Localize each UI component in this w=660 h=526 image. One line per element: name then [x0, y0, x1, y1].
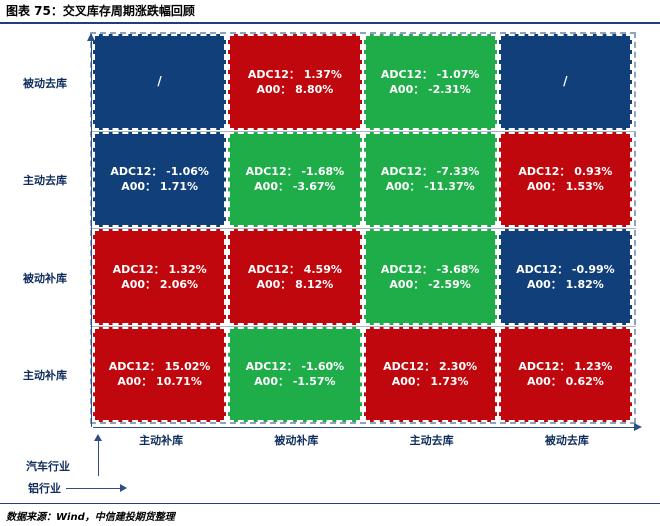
cell-a00-value: A00： 8.12%: [256, 277, 334, 291]
heatmap-cell: ADC12： 1.37% A00： 8.80%: [228, 34, 362, 130]
heatmap-cell: ADC12： 1.23% A00： 0.62%: [498, 326, 632, 422]
cell-a00-value: A00： -1.57%: [254, 375, 336, 389]
cell-adc12-value: ADC12： 0.93%: [518, 165, 613, 179]
cell-a00-value: A00： 1.53%: [526, 180, 604, 194]
heatmap-cell: /: [93, 34, 227, 130]
heatmap-cell: ADC12： 2.30% A00： 1.73%: [363, 326, 497, 422]
cell-a00-value: A00： 10.71%: [117, 375, 202, 389]
cell-a00-value: A00： -2.31%: [389, 82, 471, 96]
column-label: 被动补库: [274, 434, 319, 447]
cell-adc12-value: ADC12： 15.02%: [108, 360, 211, 374]
x-axis-line: [93, 427, 638, 428]
heatmap-cell: ADC12： 15.02% A00： 10.71%: [93, 326, 227, 422]
heatmap-cell: /: [498, 34, 632, 130]
heatmap-cell: ADC12： -1.07% A00： -2.31%: [363, 34, 497, 130]
y-axis-line: [91, 40, 92, 427]
cell-adc12-value: ADC12： -1.07%: [380, 67, 480, 81]
heatmap-cell: ADC12： -1.68% A00： -3.67%: [228, 131, 362, 227]
row-separator-line: [90, 325, 636, 327]
title-bar: 图表 75：交叉库存周期涨跌幅回顾: [0, 0, 660, 24]
legend-x-line: [66, 488, 121, 489]
row-separator-line: [90, 130, 636, 132]
cell-empty-mark: /: [563, 74, 568, 89]
cell-adc12-value: ADC12： -1.68%: [245, 165, 345, 179]
cell-a00-value: A00： 1.82%: [526, 277, 604, 291]
cell-a00-value: A00： -3.67%: [254, 180, 336, 194]
heatmap-cell: ADC12： -3.68% A00： -2.59%: [363, 229, 497, 325]
cell-adc12-value: ADC12： -7.33%: [380, 165, 480, 179]
heatmap-cell: ADC12： 1.32% A00： 2.06%: [93, 229, 227, 325]
cell-adc12-value: ADC12： -1.60%: [245, 360, 345, 374]
row-label: 被动去库: [23, 76, 67, 90]
cell-adc12-value: ADC12： -0.99%: [516, 262, 615, 276]
heatmap-grid: / ADC12： 1.37% A00： 8.80% ADC12： -1.07% A00：…: [93, 34, 634, 424]
source-note: 数据来源：Wind，中信建投期货整理: [6, 512, 175, 523]
column-label: 被动去库: [544, 434, 589, 447]
cell-adc12-value: ADC12： 2.30%: [383, 360, 478, 374]
heatmap-cell: ADC12： 0.93% A00： 1.53%: [498, 131, 632, 227]
row-separator-line: [90, 228, 636, 229]
cell-adc12-value: ADC12： 1.32%: [112, 262, 207, 276]
column-label: 主动去库: [409, 434, 454, 447]
x-axis-arrow-icon: [634, 423, 642, 431]
cell-adc12-value: ADC12： -1.06%: [110, 165, 209, 179]
heatmap-cell: ADC12： -7.33% A00： -11.37%: [363, 131, 497, 227]
cell-empty-mark: /: [157, 74, 162, 89]
row-label: 主动去库: [23, 174, 67, 188]
heatmap-cell: ADC12： 4.59% A00： 8.12%: [228, 229, 362, 325]
y-axis-name: 汽车行业: [26, 460, 70, 473]
row-label: 被动补库: [23, 271, 67, 285]
y-axis-arrow-icon: [87, 33, 95, 41]
source-divider: [0, 503, 660, 504]
cell-a00-value: A00： 0.62%: [526, 375, 604, 389]
cell-a00-value: A00： 2.06%: [121, 277, 199, 291]
figure-title: 图表 75：交叉库存周期涨跌幅回顾: [6, 4, 195, 18]
cell-adc12-value: ADC12： -3.68%: [380, 262, 480, 276]
heatmap-cell: ADC12： -0.99% A00： 1.82%: [498, 229, 632, 325]
cell-adc12-value: ADC12： 1.37%: [247, 67, 342, 81]
cell-a00-value: A00： 8.80%: [256, 82, 334, 96]
heatmap-cell: ADC12： -1.60% A00： -1.57%: [228, 326, 362, 422]
cell-a00-value: A00： -2.59%: [389, 277, 471, 291]
legend-up-arrow-icon: [94, 434, 102, 441]
x-axis-name: 铝行业: [28, 482, 61, 495]
cell-adc12-value: ADC12： 4.59%: [247, 262, 342, 276]
cell-a00-value: A00： 1.71%: [121, 180, 199, 194]
legend-y-line: [98, 440, 99, 476]
heatmap-cell: ADC12： -1.06% A00： 1.71%: [93, 131, 227, 227]
cell-a00-value: A00： 1.73%: [391, 375, 469, 389]
cell-adc12-value: ADC12： 1.23%: [518, 360, 613, 374]
cell-a00-value: A00： -11.37%: [385, 180, 475, 194]
legend-right-arrow-icon: [120, 484, 127, 492]
row-label: 主动补库: [23, 369, 67, 383]
column-label: 主动补库: [139, 434, 184, 447]
